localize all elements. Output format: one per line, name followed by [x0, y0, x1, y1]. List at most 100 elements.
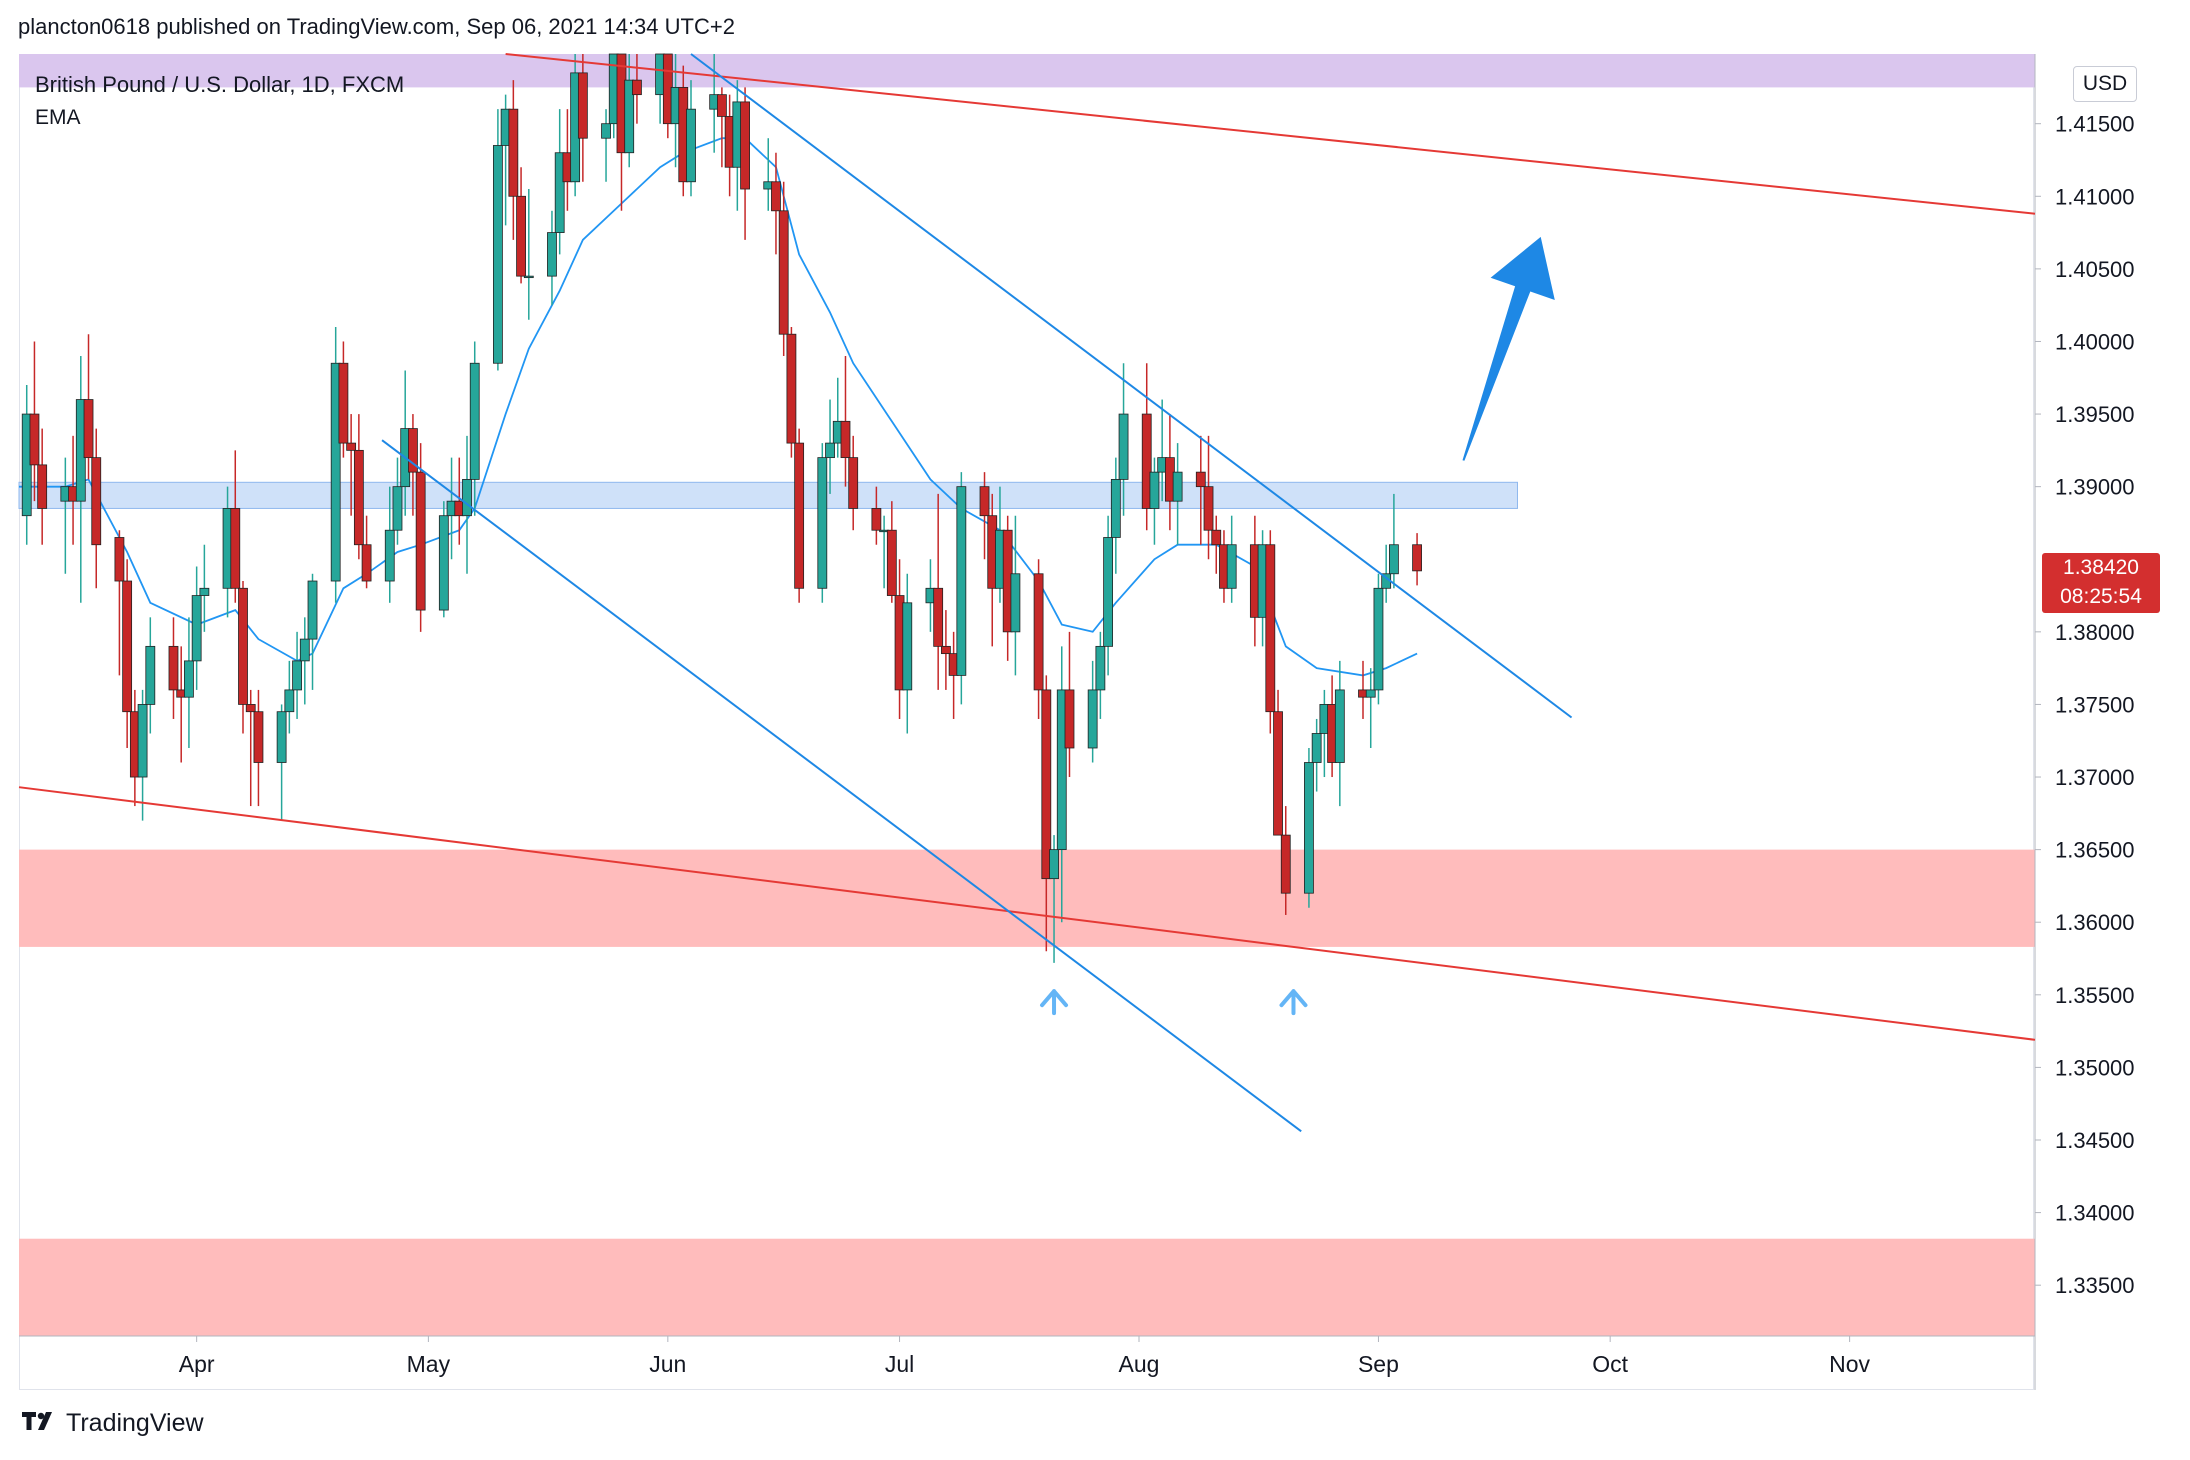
price-tick-label: 1.40000	[2055, 329, 2135, 354]
candle-body	[353, 449, 364, 546]
candle-2021-07-30	[1118, 363, 1129, 516]
price-tick-label: 1.34000	[2055, 1201, 2135, 1226]
candle-2021-09-06	[1412, 533, 1422, 586]
candle-body	[415, 471, 426, 611]
candle-body	[1273, 711, 1283, 836]
candle-body	[771, 181, 781, 212]
time-axis[interactable]: Apr May Jun Jul Aug Sep Oct Nov	[179, 1336, 1871, 1377]
candle-2021-04-22	[353, 414, 364, 560]
candle-2021-06-22	[825, 399, 835, 494]
price-tick-label: 1.35500	[2055, 983, 2135, 1008]
candle-body	[307, 580, 318, 640]
candle-2021-07-21	[1049, 835, 1059, 963]
candle-body	[408, 428, 418, 473]
candle-body	[1103, 537, 1114, 647]
candle-2021-05-07	[469, 341, 480, 516]
upper-channel-line	[505, 53, 2036, 215]
candle-2021-05-03	[438, 501, 449, 618]
candle-body	[469, 362, 480, 480]
candle-2021-08-09	[1195, 435, 1206, 545]
candle-body	[1172, 471, 1183, 502]
price-tick-label: 1.41000	[2055, 184, 2135, 209]
lower-channel-line	[18, 786, 2036, 1041]
candle-2021-04-19	[330, 326, 341, 603]
candle-body	[122, 580, 133, 713]
candle-2021-04-01	[191, 566, 202, 690]
candle-body	[392, 486, 403, 531]
candle-2021-04-27	[392, 457, 403, 545]
candle-2021-04-07	[238, 581, 248, 734]
time-tick-label-apr: Apr	[179, 1351, 215, 1377]
markers-layer	[1040, 236, 1555, 1016]
descending-support-line	[381, 439, 1302, 1133]
candle-2021-07-29	[1110, 457, 1121, 574]
candle-2021-05-12	[508, 80, 519, 240]
price-tick-label: 1.40500	[2055, 257, 2135, 282]
candle-2021-03-25	[137, 689, 148, 821]
candle-body	[547, 232, 557, 277]
candle-body	[686, 108, 696, 183]
candle-2021-03-12	[37, 428, 48, 545]
candle-2021-07-12	[979, 472, 990, 560]
candle-2021-05-14	[523, 189, 534, 320]
candle-body	[338, 362, 349, 444]
price-axis[interactable]: 1.41500 1.41000 1.40500 1.40000 1.39500 1.390…	[2035, 112, 2135, 1298]
candle-2021-07-28	[1103, 515, 1114, 676]
candle-2021-08-06	[1172, 443, 1183, 545]
resistance-zone-purple	[19, 54, 2035, 88]
bar-countdown: 08:25:54	[2060, 585, 2142, 608]
candle-body	[886, 529, 897, 596]
indicator-legend[interactable]: EMA	[35, 106, 81, 129]
candle-2021-06-24	[840, 355, 851, 487]
symbol-legend[interactable]: British Pound / U.S. Dollar, 1D, FXCM	[35, 72, 405, 97]
candle-body	[29, 413, 40, 466]
candle-body	[817, 457, 828, 589]
time-tick-label-sep: Sep	[1358, 1351, 1399, 1377]
candle-2021-08-18	[1265, 530, 1276, 734]
candle-body	[933, 587, 944, 647]
candle-body	[840, 420, 851, 459]
candle-body	[245, 704, 256, 713]
price-tick-label: 1.37000	[2055, 765, 2135, 790]
candle-2021-07-07	[940, 610, 951, 690]
candle-body	[786, 333, 797, 444]
publish-header: plancton0618 published on TradingView.co…	[18, 14, 735, 39]
footer-branding[interactable]: TradingView	[22, 1408, 204, 1439]
candle-2021-08-11	[1211, 515, 1222, 574]
candle-body	[462, 478, 472, 517]
candle-2021-07-09	[956, 472, 967, 705]
footer-brand-text: TradingView	[66, 1409, 204, 1437]
candle-body	[1365, 689, 1376, 698]
currency-button[interactable]: USD	[2073, 66, 2137, 102]
candle-2021-04-16	[307, 573, 318, 690]
candle-body	[508, 108, 519, 197]
candle-body	[1334, 689, 1345, 763]
candle-2021-07-06	[933, 493, 944, 690]
candle-body	[825, 442, 835, 459]
candle-2021-04-20	[338, 341, 349, 458]
candle-2021-06-16	[778, 181, 789, 356]
candle-2021-05-10	[492, 109, 503, 371]
candle-2021-05-28	[632, 54, 642, 124]
candle-2021-06-11	[740, 87, 750, 240]
candle-body	[1211, 529, 1222, 546]
candle-2021-03-15	[60, 457, 71, 574]
candle-2021-06-04	[686, 80, 696, 197]
projection-arrow-icon	[1462, 236, 1555, 461]
candle-body	[145, 645, 156, 705]
candle-body	[902, 602, 913, 691]
candle-2021-03-18	[83, 334, 94, 480]
candle-2021-03-19	[91, 428, 102, 589]
candle-2021-06-25	[848, 435, 859, 531]
candle-body	[91, 457, 102, 546]
candle-2021-07-16	[1010, 515, 1021, 676]
candle-2021-03-26	[145, 617, 156, 734]
candle-2021-06-08	[716, 87, 727, 168]
candle-body	[384, 529, 395, 582]
candle-body	[778, 210, 789, 335]
candle-2021-08-31	[1365, 668, 1376, 748]
candle-body	[516, 195, 526, 277]
candle-body	[940, 645, 951, 655]
candle-2021-03-23	[122, 559, 133, 748]
